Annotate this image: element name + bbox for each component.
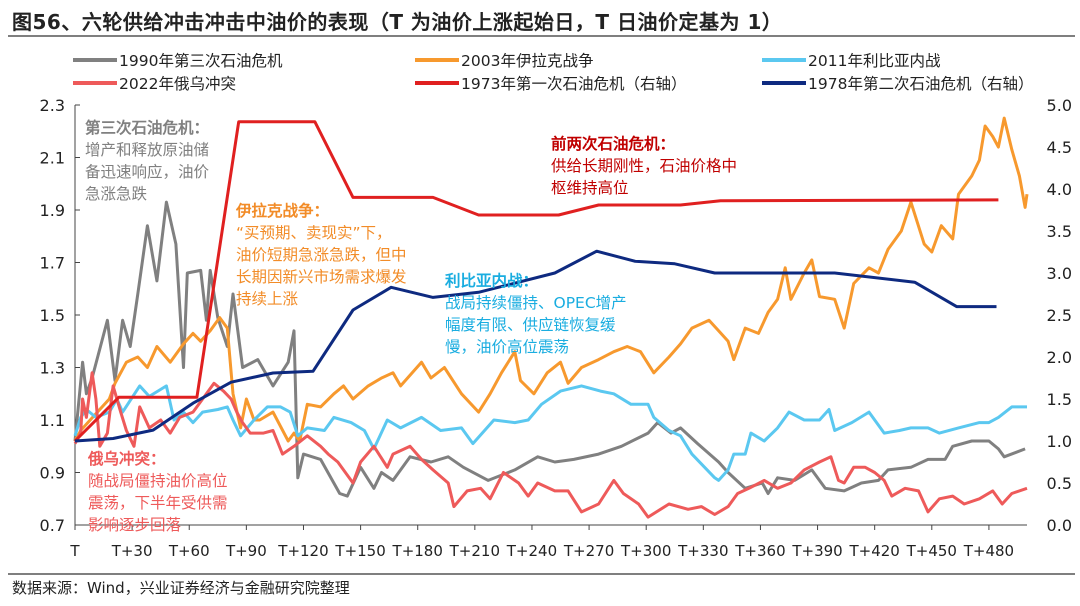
x-tick-label: T+180 [392,542,443,560]
y-tick-label-right: 2.0 [1047,348,1072,367]
source-note: 数据来源：Wind，兴业证券经济与金融研究院整理 [12,579,350,597]
annotation-gulf-line: 急涨急跌 [85,185,148,203]
legend-label: 1978年第二次石油危机（右轴） [808,75,1033,93]
annotation-gulf: 第三次石油危机： 增产和释放原油储 备迅速响应，油价 急涨急跌 [85,117,209,205]
y-tick-label-right: 1.0 [1047,432,1072,451]
annotation-gulf-head: 第三次石油危机： [85,119,210,137]
annotation-iraq-line: 油价短期急涨急跌，但中 [236,246,407,264]
series-lines [73,116,1029,519]
legend-label: 1973年第一次石油危机（右轴） [461,75,686,93]
y-tick-label-right: 3.5 [1047,222,1072,241]
y-tick-label-left: 1.5 [40,306,65,325]
annotation-libya-line: 幅度有限、供应链恢复缓 [445,316,616,334]
series-line-1 [73,200,1026,498]
x-tick-label: T+450 [906,542,957,560]
y-tick-label-right: 0.5 [1047,474,1072,493]
axes: 0.7 0.9 1.1 1.3 1.5 1.7 1.9 2.1 2.3 0.0 0.5 1.0 1.5 2… [40,96,1072,560]
annotation-russia-head: 俄乌冲突： [88,450,166,468]
y-tick-label-right: 2.5 [1047,306,1072,325]
series-line-6 [74,249,997,443]
y-tick-label-left: 2.3 [40,96,65,115]
x-tick-label: T+120 [277,542,328,560]
x-tick-label: T+300 [620,542,671,560]
annotation-russia-line: 影响逐步回落 [88,516,182,534]
x-tick-label: T+90 [225,542,267,560]
y-tick-label-left: 1.9 [40,201,65,220]
annotation-russia-line: 随战局僵持油价高位 [88,472,228,490]
y-tick-label-right: 5.0 [1047,96,1072,115]
y-tick-label-left: 2.1 [40,149,65,168]
x-tick-label: T+30 [111,542,153,560]
y-tick-label-right: 3.0 [1047,264,1072,283]
y-tick-label-right: 4.0 [1047,180,1072,199]
y-tick-label-left: 0.9 [40,464,65,483]
annotation-iraq-line: 长期因新兴市场需求爆发 [236,268,407,286]
annotation-libya-line: 慢，油价高位震荡 [445,338,570,356]
series-line-5 [73,120,999,443]
legend: 1990年第三次石油危机 2003年伊拉克战争 2011年利比亚内战 2022年俄乌冲… [73,52,1033,93]
x-tick-label: T+240 [506,542,557,560]
annotation-libya: 利比亚内战： 战局持续僵持、OPEC增产 幅度有限、供应链恢复缓 慢，油价高位震… [445,270,627,358]
x-tick-label: T+480 [963,542,1014,560]
y-tick-label-left: 0.7 [40,516,65,535]
annotation-libya-line: 战局持续僵持、OPEC增产 [445,294,627,312]
x-tick-label: T+270 [563,542,614,560]
annotation-russia: 俄乌冲突： 随战局僵持油价高位 震荡，下半年受供需 影响逐步回落 [88,448,228,536]
annotation-iraq-head: 伊拉克战争： [236,202,330,220]
x-tick-label: T+60 [168,542,210,560]
legend-label: 1990年第三次石油危机 [119,52,283,70]
annotation-gulf-line: 增产和释放原油储 [85,141,210,159]
annotation-early-line: 供给长期刚性，石油价格中 [551,157,738,175]
annotation-russia-line: 震荡，下半年受供需 [88,494,228,512]
y-tick-label-left: 1.7 [40,254,65,273]
figure-title: 图56、六轮供给冲击冲击中油价的表现（T 为油价上涨起始日，T 日油价定基为 1… [12,10,783,34]
annotation-early-line: 枢维持高位 [551,179,629,197]
y-tick-label-right: 0.0 [1047,516,1072,535]
annotation-iraq: 伊拉克战争： “买预期、卖现实”下， 油价短期急涨急跌，但中 长期因新兴市场需求… [236,200,407,310]
annotation-libya-head: 利比亚内战： [445,272,539,290]
legend-label: 2003年伊拉克战争 [461,52,593,70]
series-line-2 [73,116,1029,443]
annotation-iraq-line: “买预期、卖现实”下， [236,224,392,242]
x-tick-label: T+150 [334,542,385,560]
x-tick-label: T+360 [734,542,785,560]
annotation-gulf-line: 备迅速响应，油价 [85,163,210,181]
legend-label: 2022年俄乌冲突 [119,75,236,93]
legend-label: 2011年利比亚内战 [808,52,941,70]
x-tick-label: T [69,542,80,560]
y-tick-label-left: 1.1 [40,411,65,430]
y-tick-label-left: 1.3 [40,359,65,378]
y-tick-label-right: 1.5 [1047,390,1072,409]
annotation-early-head: 前两次石油危机： [551,135,676,153]
x-tick-label: T+330 [677,542,728,560]
annotation-early-crises: 前两次石油危机： 供给长期刚性，石油价格中 枢维持高位 [551,133,737,199]
series-line-4 [73,371,1028,519]
y-tick-label-right: 4.5 [1047,138,1072,157]
series-line-3 [73,384,1027,482]
x-tick-label: T+390 [791,542,842,560]
x-tick-label: T+210 [449,542,500,560]
annotation-iraq-line: 持续上涨 [236,290,299,308]
x-tick-label: T+420 [848,542,899,560]
